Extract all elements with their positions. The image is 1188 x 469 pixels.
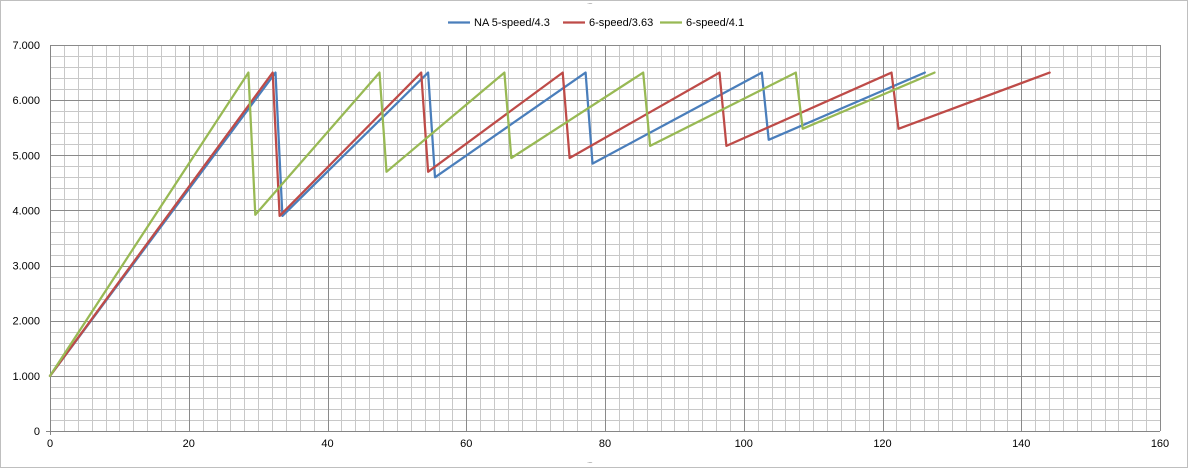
axes <box>46 45 1160 435</box>
x-tick-label: 80 <box>599 438 611 450</box>
series-line-2 <box>48 71 1051 378</box>
legend-label-1: NA 5-speed/4.3 <box>474 17 550 29</box>
y-tick-label: 6.000 <box>12 95 40 107</box>
x-tick-label: 60 <box>460 438 472 450</box>
series-line-3 <box>48 71 936 378</box>
legend: NA 5-speed/4.3 6-speed/3.63 6-speed/4.1 <box>448 17 744 29</box>
x-tick-label: 140 <box>1012 438 1030 450</box>
legend-label-2: 6-speed/3.63 <box>589 17 653 29</box>
series-layer <box>48 71 1051 378</box>
x-tick-label: 0 <box>47 438 53 450</box>
y-tick-label: 2.000 <box>12 316 40 328</box>
y-tick-label: 7.000 <box>12 40 40 52</box>
major-gridlines <box>50 45 1161 432</box>
y-tick-label: 3.000 <box>12 261 40 273</box>
y-tick-label: 0 <box>34 426 40 438</box>
x-tick-label: 160 <box>1151 438 1169 450</box>
resize-handle-bottom[interactable]: ···· <box>587 459 593 467</box>
legend-label-3: 6-speed/4.1 <box>686 17 744 29</box>
y-tick-label: 4.000 <box>12 205 40 217</box>
x-tick-label: 40 <box>321 438 333 450</box>
x-tick-label: 120 <box>873 438 891 450</box>
y-tick-label: 1.000 <box>12 371 40 383</box>
x-tick-label: 20 <box>183 438 195 450</box>
tick-labels: 0 20 40 60 80 100 120 140 160 0 1.000 2.000 3.000 4.0… <box>12 40 1169 450</box>
resize-handle-top[interactable]: ···· <box>587 0 593 8</box>
x-tick-label: 100 <box>735 438 753 450</box>
series-line-1 <box>48 71 926 378</box>
y-tick-label: 5.000 <box>12 150 40 162</box>
